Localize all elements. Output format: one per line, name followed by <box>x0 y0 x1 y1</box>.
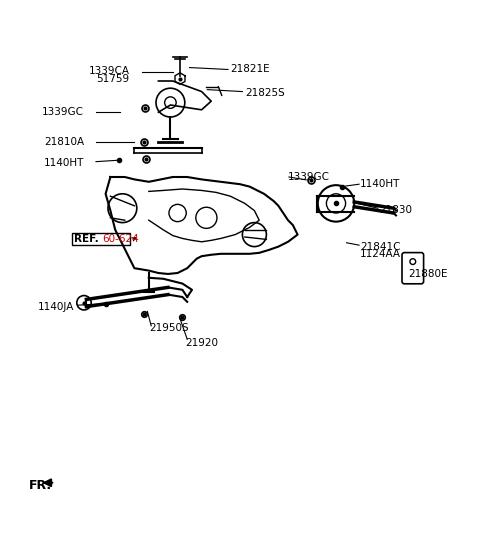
Text: 21830: 21830 <box>379 205 412 215</box>
Text: 21950S: 21950S <box>149 323 189 333</box>
Text: REF.: REF. <box>74 234 99 245</box>
Text: FR.: FR. <box>29 479 52 491</box>
Text: 1140HT: 1140HT <box>360 179 400 189</box>
Text: 21841C: 21841C <box>360 241 400 252</box>
Text: 21880E: 21880E <box>408 269 447 280</box>
Text: 1140HT: 1140HT <box>44 158 84 168</box>
Text: 1124AA: 1124AA <box>360 249 401 259</box>
Text: 1339GC: 1339GC <box>42 107 84 117</box>
Text: 21825S: 21825S <box>245 88 285 98</box>
Text: 21920: 21920 <box>185 337 218 348</box>
Text: 1140JA: 1140JA <box>38 301 74 312</box>
Text: 21821E: 21821E <box>230 64 270 74</box>
Text: 1339GC: 1339GC <box>288 172 330 182</box>
Text: 21810A: 21810A <box>44 137 84 147</box>
Bar <box>72 233 130 245</box>
Text: 1339CA: 1339CA <box>89 67 130 76</box>
Text: 51759: 51759 <box>96 74 130 84</box>
Text: 60-624: 60-624 <box>102 234 139 245</box>
